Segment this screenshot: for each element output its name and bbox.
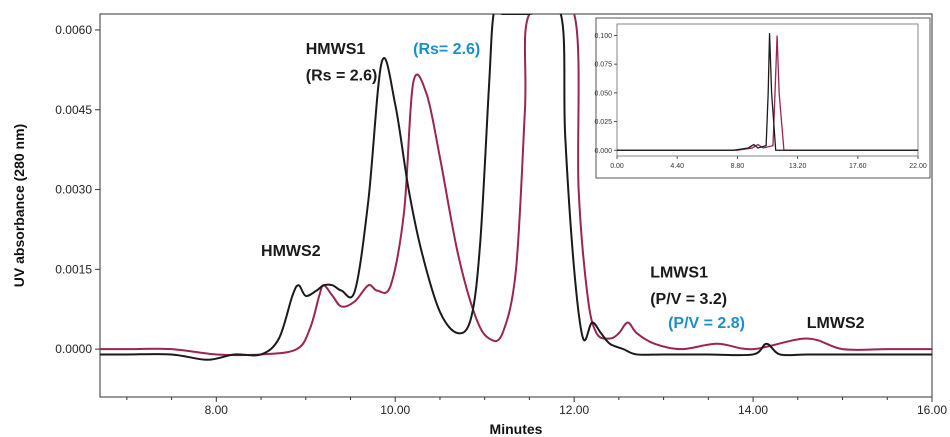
y-tick-label: 0.0060 xyxy=(55,23,92,37)
x-tick-label: 10.00 xyxy=(380,403,410,417)
series-line-1 xyxy=(100,14,932,357)
inset-x-tick-label: 4.40 xyxy=(670,163,684,170)
x-tick-label: 12.00 xyxy=(559,403,589,417)
inset-x-tick-label: 22.00 xyxy=(909,163,927,170)
inset-x-tick-label: 17.60 xyxy=(849,163,867,170)
y-tick-label: 0.0000 xyxy=(55,342,92,356)
peak-annotation: (Rs= 2.6) xyxy=(413,41,480,58)
inset-y-tick-label: 0.000 xyxy=(594,148,612,155)
inset-x-tick-label: 0.00 xyxy=(610,163,624,170)
peak-annotation: (P/V = 2.8) xyxy=(668,315,745,332)
peak-annotation: LMWS2 xyxy=(807,315,865,332)
y-tick-label: 0.0045 xyxy=(55,103,92,117)
inset-y-tick-label: 0.025 xyxy=(594,119,612,126)
peak-annotation: (Rs = 2.6) xyxy=(306,67,378,84)
x-tick-label: 16.00 xyxy=(917,403,947,417)
inset-y-tick-label: 0.050 xyxy=(594,90,612,97)
y-tick-label: 0.0030 xyxy=(55,183,92,197)
peak-annotation: LMWS1 xyxy=(650,264,708,281)
y-tick-label: 0.0015 xyxy=(55,262,92,276)
inset-x-tick-label: 8.80 xyxy=(731,163,745,170)
inset-frame xyxy=(616,23,919,157)
main-plot-area xyxy=(100,14,932,361)
x-tick-label: 8.00 xyxy=(205,403,229,417)
peak-annotation: HMWS2 xyxy=(261,243,321,260)
inset-chart: 0.00 4.40 8.80 13.20 17.60 22.00 0.000 0.025 0.0… xyxy=(594,17,931,179)
inset-series-line-0 xyxy=(617,33,918,151)
peak-annotation: HMWS1 xyxy=(306,41,366,58)
y-axis-title: UV absorbance (280 nm) xyxy=(11,124,27,287)
main-axes: 8.00 10.00 12.00 14.00 16.00 0.0000 0.0015 0.00… xyxy=(11,13,947,437)
peak-annotations: HMWS1 (Rs = 2.6) (Rs= 2.6) HMWS2 LMWS1 (P/V =… xyxy=(261,41,865,332)
series-line-0 xyxy=(100,14,932,361)
x-axis-title: Minutes xyxy=(490,421,543,437)
inset-x-tick-label: 13.20 xyxy=(789,163,807,170)
peak-annotation: (P/V = 3.2) xyxy=(650,291,727,308)
x-tick-label: 14.00 xyxy=(738,403,768,417)
inset-background xyxy=(595,17,931,179)
inset-y-tick-label: 0.075 xyxy=(594,62,612,69)
inset-y-tick-label: 0.100 xyxy=(594,33,612,40)
